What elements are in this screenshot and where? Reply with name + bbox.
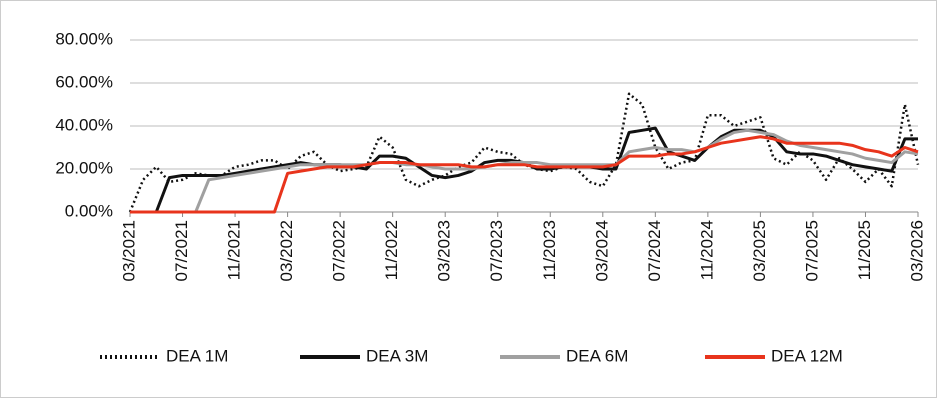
x-tick-label: 03/2021 <box>119 220 138 281</box>
y-tick-label: 60.00% <box>55 72 113 91</box>
x-tick-label: 11/2025 <box>855 220 874 280</box>
legend-label: DEA 12M <box>771 346 843 365</box>
series-line <box>128 92 920 213</box>
y-tick-label: 20.00% <box>55 158 113 177</box>
x-tick-label: 03/2025 <box>750 220 769 281</box>
y-tick-label: 40.00% <box>55 115 113 134</box>
series-line <box>130 135 919 214</box>
x-tick-label: 07/2025 <box>802 220 821 281</box>
legend-label: DEA 3M <box>366 346 428 365</box>
series-line <box>130 128 919 214</box>
y-tick-label: 80.00% <box>55 29 113 48</box>
x-tick-label: 07/2023 <box>487 220 506 281</box>
x-tick-label: 07/2021 <box>172 220 191 281</box>
x-tick-label: 07/2024 <box>645 220 664 281</box>
x-tick-label: 07/2022 <box>330 220 349 281</box>
x-tick-label: 03/2023 <box>435 220 454 281</box>
x-tick-label: 11/2023 <box>540 220 559 280</box>
y-tick-label: 0.00% <box>65 201 113 220</box>
x-tick-label: 11/2022 <box>382 220 401 280</box>
x-tick-label: 03/2022 <box>277 220 296 281</box>
legend-label: DEA 1M <box>166 346 228 365</box>
x-tick-label: 03/2024 <box>592 220 611 281</box>
x-tick-label: 03/2026 <box>907 220 926 281</box>
x-tick-label: 11/2021 <box>225 220 244 280</box>
x-tick-label: 11/2024 <box>697 220 716 280</box>
legend-label: DEA 6M <box>566 346 628 365</box>
